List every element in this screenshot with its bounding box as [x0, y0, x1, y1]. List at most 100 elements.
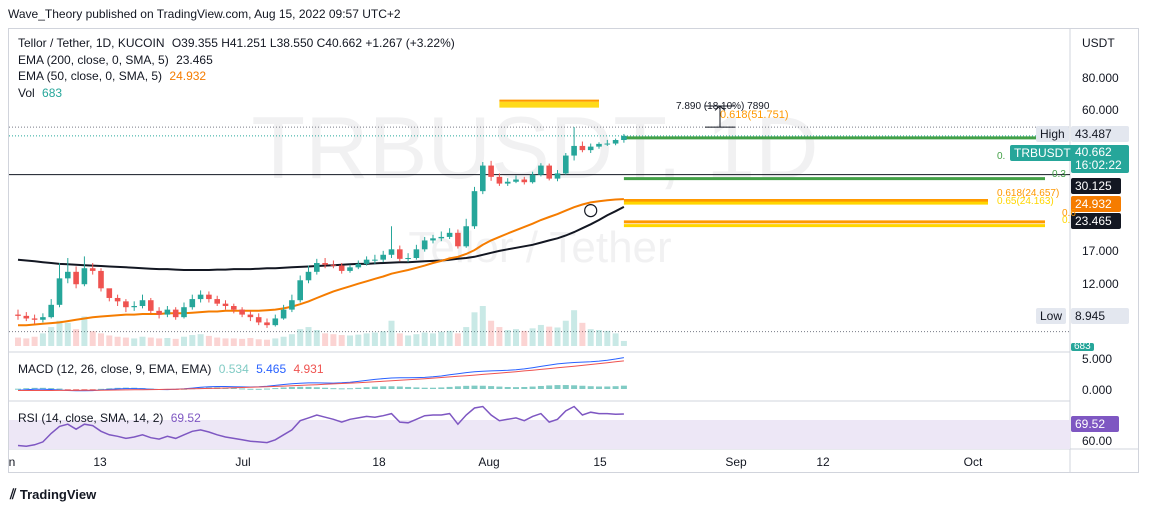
candle-body [438, 236, 445, 239]
macd-hist-bar [471, 385, 478, 389]
price-tick-80: 80.000 [1082, 71, 1119, 85]
volume-bar [496, 327, 503, 346]
time-label-4: Aug [478, 455, 499, 469]
legend-main: Tellor / Tether, 1D, KUCOIN O39.355 H41.… [18, 36, 459, 50]
macd-hist-bar [15, 388, 21, 390]
volume-bar [288, 334, 295, 346]
macd-line [17, 357, 624, 392]
volume-bar [620, 340, 627, 346]
candle-body [305, 271, 312, 281]
time-label-2: Jul [235, 455, 250, 469]
candle-body [596, 143, 602, 147]
candle-body [421, 240, 428, 250]
macd-hist-bar [446, 386, 453, 389]
macd-hist-bar [322, 387, 329, 389]
volume-bar [413, 334, 420, 346]
macd-hist-bar [562, 385, 569, 389]
candle-body [314, 263, 320, 272]
measure-arrowhead [714, 105, 726, 111]
volume-bar [114, 336, 121, 346]
ema50-line [18, 198, 624, 327]
candle-body [272, 318, 279, 326]
macd-hist-bar [106, 388, 113, 390]
macd-hist-bar [546, 385, 553, 389]
candle-body [397, 249, 403, 259]
volume-bar [446, 330, 453, 346]
volume-bar [255, 339, 262, 346]
volume-bar [363, 333, 370, 346]
countdown: 16:02:22 [1075, 158, 1122, 172]
volume-bar [197, 334, 204, 346]
ema50-tag: 24.932 [1071, 196, 1121, 212]
macd-hist-bar [264, 388, 270, 390]
macd-hist-bar [513, 387, 519, 389]
candle-body [330, 264, 337, 266]
time-label-5: 15 [593, 455, 607, 469]
volume-bar [355, 334, 362, 346]
macd-hist-bar [529, 386, 536, 389]
ema200-line [17, 206, 625, 271]
rsi-line [17, 405, 624, 447]
volume-bar [347, 335, 353, 346]
level-30-tag: 30.125 [1071, 178, 1121, 194]
volume-bar [264, 339, 270, 346]
candles [15, 127, 627, 328]
time-label-7: 12 [816, 455, 830, 469]
candle-body [239, 309, 245, 315]
volume-bar [297, 329, 304, 346]
time-label-0: n [9, 455, 16, 469]
volume-bar [181, 336, 187, 346]
candle-body [222, 303, 229, 307]
candle-body [554, 173, 561, 179]
volume-bar [571, 310, 578, 346]
volume-bar [380, 331, 387, 346]
legend-macd: MACD (12, 26, close, 9, EMA, EMA) 0.534 … [18, 362, 328, 376]
macd-hist-bar [89, 389, 96, 390]
legend-vol-label: Vol [18, 86, 35, 100]
legend-ema50: EMA (50, close, 0, SMA, 5) 24.932 [18, 69, 210, 83]
volume-bar [488, 320, 495, 346]
volume-bar [189, 335, 196, 346]
legend-rsi-value: 69.52 [170, 411, 201, 425]
candle-body [123, 301, 129, 308]
candle-body [247, 314, 254, 318]
candle-body [106, 288, 113, 298]
ema-lines [17, 198, 625, 327]
candle-body [197, 294, 204, 300]
macd-hist-bar [297, 386, 304, 389]
legend-macd-signal: 4.931 [293, 362, 324, 376]
volume-bar [596, 330, 602, 346]
volume-bar [371, 332, 378, 346]
fib-mid-label: 0.618(24.657) [997, 188, 1060, 199]
legend-ema200: EMA (200, close, 0, SMA, 5) 23.465 [18, 53, 217, 67]
volume-bar [89, 331, 96, 346]
volume-bar [39, 333, 46, 346]
legend-ema50-value: 24.932 [169, 69, 207, 83]
candle-body [529, 174, 536, 183]
macd-hist-bar [596, 386, 602, 389]
price-tick-17: 17.000 [1082, 244, 1119, 258]
candle-body [148, 300, 154, 311]
ema200-tag: 23.465 [1071, 213, 1121, 229]
low-value: 8.945 [1071, 308, 1129, 324]
macd-hist-bar [39, 387, 46, 389]
candle-body [255, 317, 262, 323]
macd-hist-bar [56, 388, 63, 390]
macd-hist-bar [554, 385, 561, 389]
ema-cross-circle [584, 204, 598, 218]
volume-bar [529, 328, 536, 346]
volume-bar [205, 335, 212, 346]
volume-bar [48, 327, 55, 346]
volume-bar [604, 330, 611, 346]
candle-body [579, 145, 586, 151]
candle-body [504, 181, 511, 184]
volume-bar [139, 336, 146, 346]
legend-ema200-value: 23.465 [176, 53, 213, 67]
macd-hist-bar [612, 386, 619, 389]
macd-hist-bar [81, 389, 88, 390]
candle-body [338, 265, 345, 271]
rsi-pane [17, 405, 624, 447]
tradingview-logo-icon: ⫽ [10, 486, 17, 502]
fib-frag-b: 0.3 [1052, 169, 1066, 180]
